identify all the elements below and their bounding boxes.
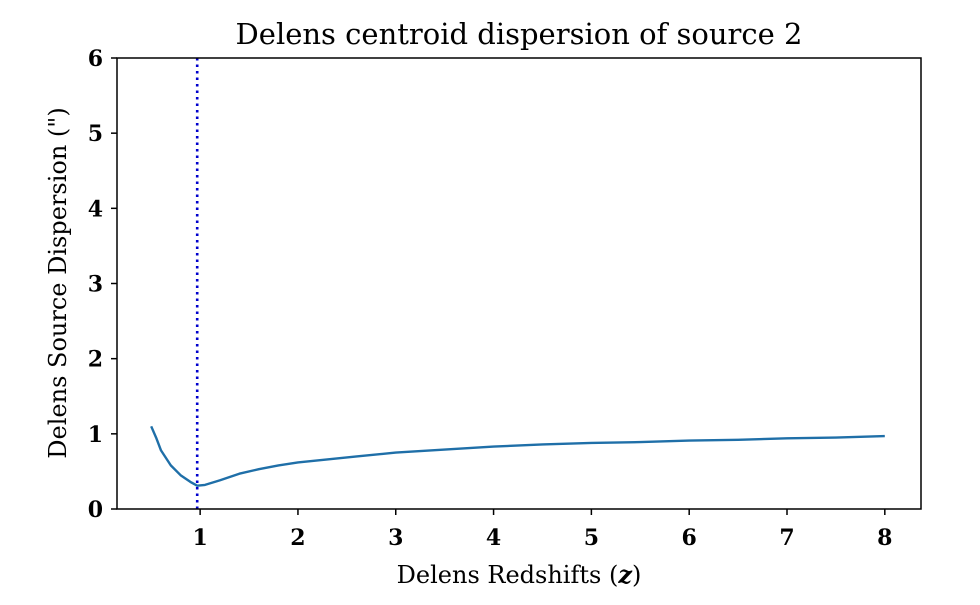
x-tick-label: 2: [290, 525, 305, 551]
x-tick-label: 6: [682, 525, 697, 551]
x-axis-label: Delens Redshifts (z): [397, 560, 642, 589]
y-axis-label: Delens Source Dispersion ("): [44, 107, 72, 458]
y-tick-label: 1: [88, 422, 103, 448]
x-axis-label-variable: z: [617, 560, 633, 589]
x-axis-label-text: Delens Redshifts (: [397, 561, 619, 589]
x-tick-label: 4: [486, 525, 501, 551]
y-tick-label: 6: [88, 46, 103, 72]
x-axis: 1 2 3 4 5 6 7 8: [192, 509, 892, 551]
plot-area: [150, 58, 885, 509]
y-tick-label: 5: [88, 121, 103, 147]
x-tick-label: 1: [192, 525, 207, 551]
x-tick-label: 8: [877, 525, 892, 551]
plot-frame: [116, 57, 922, 510]
series-line-0: [150, 425, 885, 487]
y-tick-label: 3: [88, 272, 103, 298]
chart-title: Delens centroid dispersion of source 2: [236, 17, 803, 51]
y-tick-label: 4: [88, 196, 103, 222]
y-axis: 0 1 2 3 4 5 6: [88, 46, 117, 523]
x-tick-label: 5: [584, 525, 599, 551]
x-tick-label: 3: [388, 525, 403, 551]
x-axis-label-close: ): [632, 561, 641, 589]
x-tick-label: 7: [779, 525, 794, 551]
y-tick-label: 2: [88, 347, 103, 373]
y-tick-label: 0: [88, 497, 103, 523]
